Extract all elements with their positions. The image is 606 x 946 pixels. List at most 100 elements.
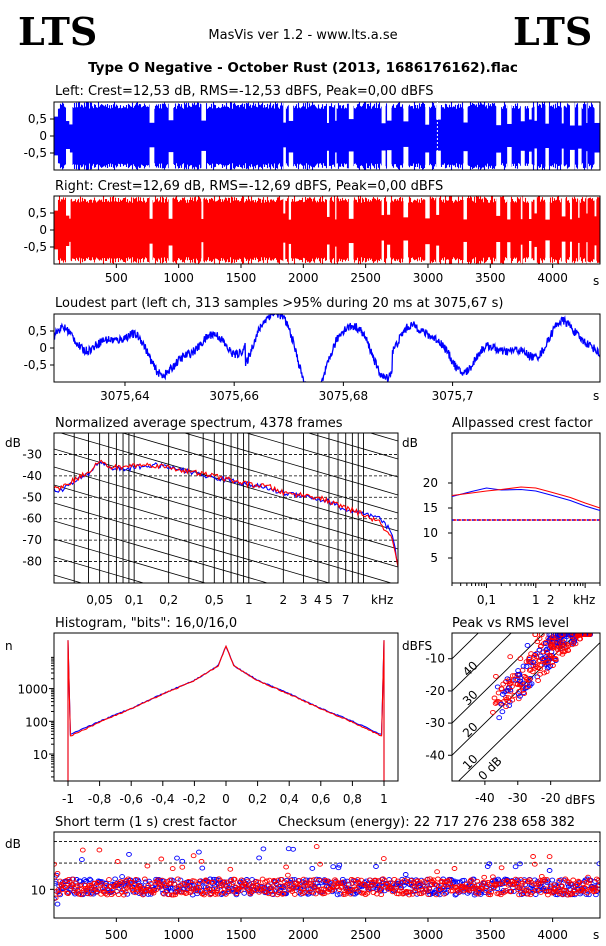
histogram-xtick-label: 0 — [222, 792, 230, 806]
histogram-line-right — [67, 640, 385, 781]
peakrms-point — [536, 636, 543, 642]
crest-point — [142, 879, 149, 885]
crest-point — [547, 883, 554, 889]
peakrms-point — [563, 644, 570, 650]
spectrum-diag — [54, 629, 398, 729]
spectrum-diag — [54, 647, 398, 747]
crest-point — [373, 877, 379, 883]
peakrms-point — [509, 673, 516, 679]
crest-point — [567, 892, 574, 898]
crest-point — [99, 881, 105, 887]
crest-title: Short term (1 s) crest factor — [55, 815, 237, 830]
crest-point — [337, 880, 344, 886]
left-gap-top — [561, 102, 564, 124]
right-gap-bottom — [496, 241, 501, 264]
peakrms-point — [554, 633, 561, 638]
histogram-xtick-label: 0,6 — [311, 792, 330, 806]
crest-point — [512, 864, 519, 870]
crest-point — [298, 886, 305, 892]
crest-xtick-label: 2500 — [350, 928, 381, 942]
left-gap-top — [288, 102, 294, 121]
crest-point — [57, 878, 63, 884]
crest-xtick-label: 4000 — [537, 928, 568, 942]
loudest-ytick-label: 0,5 — [28, 324, 47, 338]
peakrms-point — [507, 654, 514, 660]
crest-point — [159, 877, 166, 883]
crest-point — [86, 883, 92, 889]
spectrum-ytick-label: -60 — [22, 512, 42, 526]
crest-point — [335, 865, 342, 871]
left-gap-bottom — [529, 151, 532, 170]
crest-point — [584, 890, 591, 896]
crest-point — [280, 891, 287, 897]
crest-point — [64, 890, 70, 896]
crest-point — [102, 891, 109, 897]
crest-point — [556, 877, 563, 883]
right-gap-bottom — [288, 243, 292, 264]
crest-point — [508, 888, 515, 894]
crest-point — [84, 891, 91, 897]
peakrms-point — [539, 656, 546, 662]
crest-point — [112, 876, 118, 882]
crest-point — [65, 891, 71, 897]
crest-point — [415, 878, 421, 884]
crest-point — [451, 866, 458, 871]
left-wave-group — [54, 102, 600, 170]
histogram-group — [67, 640, 385, 781]
crest-point — [301, 889, 308, 895]
left-gap-top — [496, 102, 502, 126]
histogram-title: Histogram, "bits": 16,0/16,0 — [55, 616, 237, 631]
histogram-xtick-label: -0,2 — [183, 792, 206, 806]
right-gap-top — [149, 196, 153, 219]
crest-point — [317, 861, 323, 867]
crest-point — [231, 876, 238, 882]
spectrum-diag — [59, 433, 398, 532]
crest-point — [353, 886, 360, 892]
peakrms-point — [552, 657, 559, 663]
spectrum-xtick-label: 0,1 — [125, 593, 144, 607]
crest-point — [215, 891, 221, 897]
spectrum-xtick-label: 1 — [245, 593, 253, 607]
peakrms-point — [565, 647, 571, 653]
crest-point — [488, 889, 495, 895]
crest-point — [264, 878, 270, 884]
crest-point — [114, 859, 121, 864]
spectrum-xtick-label: 0,2 — [159, 593, 178, 607]
right-gap-top — [520, 196, 523, 220]
crest-point — [376, 887, 383, 893]
left-gap-top — [436, 102, 441, 120]
crest-point — [260, 886, 267, 892]
right-gap-bottom — [348, 243, 354, 264]
spectrum-ytick-label: -70 — [22, 533, 42, 547]
loudest-ytick-label: 0 — [39, 341, 47, 355]
crest-point — [546, 854, 553, 860]
crest-point — [78, 892, 84, 898]
left-gap-top — [569, 102, 575, 126]
crest-point — [136, 883, 143, 889]
right-xtick-label: 2500 — [350, 271, 381, 285]
peakrms-point — [549, 638, 556, 644]
crest-point — [179, 864, 186, 870]
crest-point — [438, 878, 445, 884]
crest-point — [513, 881, 520, 887]
spectrum-xtick-label: 5 — [325, 593, 333, 607]
peakrms-point — [503, 679, 509, 685]
right-gap-top — [507, 196, 511, 220]
crest-point — [124, 891, 131, 897]
allpass-ytick-label: 5 — [430, 551, 438, 565]
right-gap-top — [496, 196, 501, 216]
peakrms-point — [538, 662, 545, 668]
peakrms-point — [543, 649, 550, 655]
crest-point — [132, 890, 139, 896]
crest-point — [97, 882, 104, 888]
crest-point — [406, 892, 412, 898]
peakrms-point — [503, 704, 509, 710]
right-gap-bottom — [168, 245, 173, 264]
left-gap-top — [403, 102, 409, 122]
crest-point — [255, 879, 262, 885]
left-gap-bottom — [436, 150, 441, 170]
crest-point — [227, 866, 234, 872]
spectrum-ytick-label: -30 — [22, 447, 42, 461]
peakrms-point — [526, 676, 533, 682]
crest-point — [313, 844, 320, 850]
